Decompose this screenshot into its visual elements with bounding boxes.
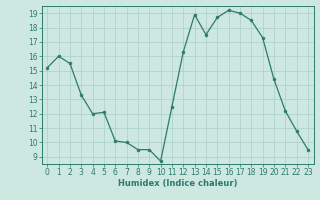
X-axis label: Humidex (Indice chaleur): Humidex (Indice chaleur) bbox=[118, 179, 237, 188]
